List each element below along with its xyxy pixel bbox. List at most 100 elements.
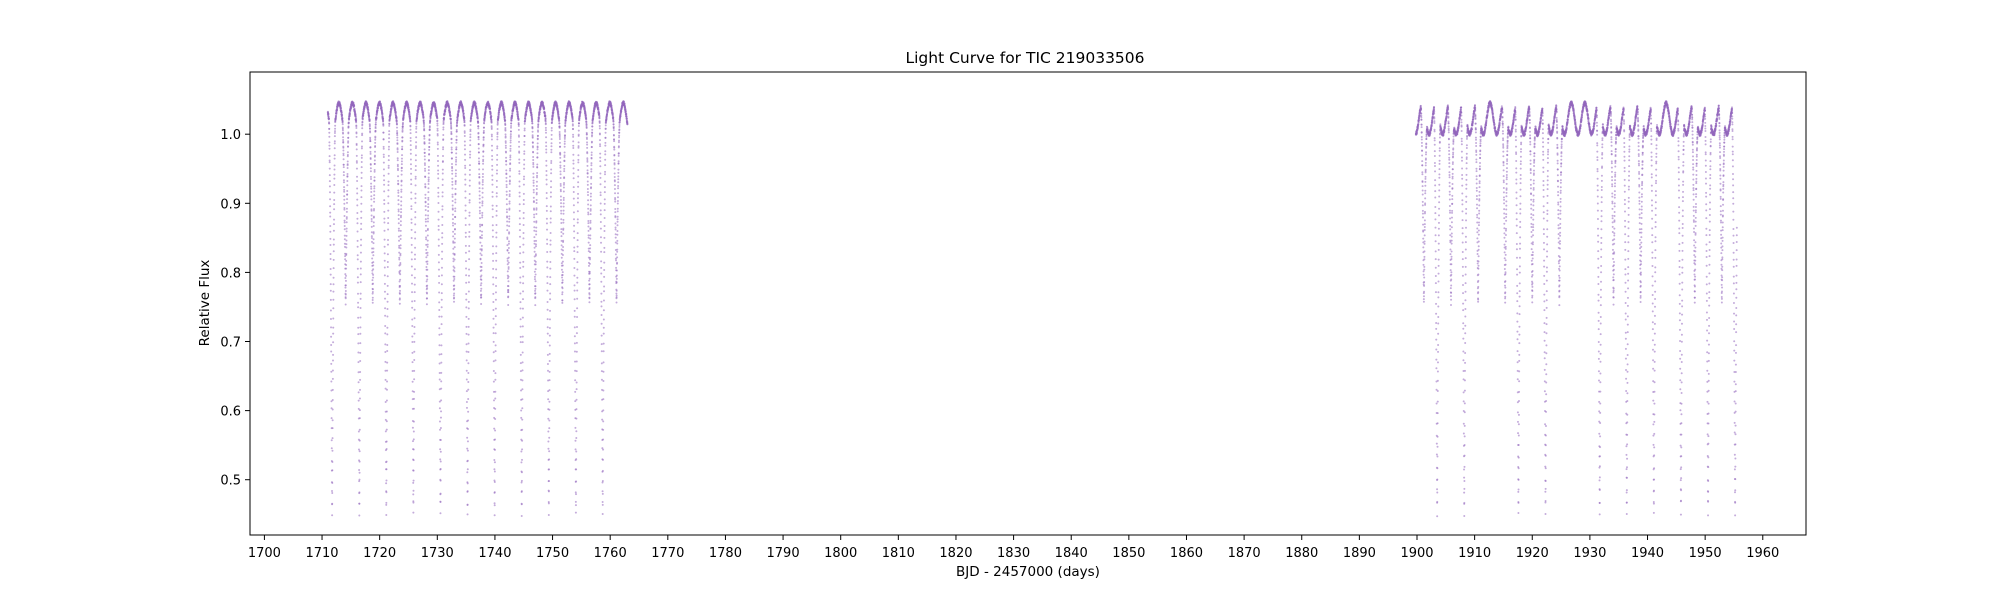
- flux-point: [551, 127, 553, 129]
- flux-point: [590, 183, 592, 185]
- flux-point: [509, 203, 511, 205]
- flux-point: [437, 135, 439, 137]
- flux-point: [479, 207, 481, 209]
- flux-point: [427, 215, 429, 217]
- flux-point: [536, 207, 538, 209]
- flux-point: [437, 144, 439, 146]
- flux-point: [590, 176, 592, 178]
- flux-point: [452, 194, 454, 196]
- flux-point: [457, 114, 459, 116]
- flux-point: [438, 334, 440, 336]
- flux-point: [545, 136, 547, 138]
- flux-point: [329, 244, 331, 246]
- flux-point: [347, 140, 349, 142]
- flux-point: [360, 298, 362, 300]
- flux-point: [548, 514, 550, 516]
- flux-point: [599, 160, 601, 162]
- flux-point: [575, 418, 577, 420]
- flux-point: [602, 459, 604, 461]
- flux-point: [411, 335, 413, 337]
- flux-point: [453, 280, 455, 282]
- flux-point: [545, 160, 547, 162]
- flux-point: [482, 163, 484, 165]
- flux-point: [388, 125, 390, 127]
- flux-point: [425, 205, 427, 207]
- flux-point: [386, 410, 388, 412]
- flux-point: [519, 293, 521, 295]
- flux-point: [532, 156, 534, 158]
- flux-point: [328, 145, 330, 147]
- flux-point: [467, 504, 469, 506]
- flux-point: [605, 128, 607, 130]
- flux-point: [525, 113, 527, 115]
- flux-point: [507, 291, 509, 293]
- flux-point: [536, 185, 538, 187]
- flux-point: [327, 114, 329, 116]
- flux-point: [372, 288, 374, 290]
- flux-point: [374, 159, 376, 161]
- flux-point: [577, 232, 579, 234]
- flux-point: [331, 461, 333, 463]
- flux-point: [566, 111, 568, 113]
- flux-point: [428, 139, 430, 141]
- flux-point: [439, 379, 441, 381]
- flux-point: [465, 204, 467, 206]
- flux-point: [412, 482, 414, 484]
- flux-point: [577, 181, 579, 183]
- flux-point: [329, 198, 331, 200]
- flux-point: [505, 157, 507, 159]
- flux-point: [562, 240, 564, 242]
- flux-point: [575, 468, 577, 470]
- flux-point: [493, 332, 495, 334]
- flux-point: [600, 213, 602, 215]
- flux-point: [567, 108, 569, 110]
- flux-point: [358, 491, 360, 493]
- flux-point: [370, 170, 372, 172]
- flux-point: [546, 174, 548, 176]
- flux-point: [591, 157, 593, 159]
- flux-point: [355, 127, 357, 129]
- flux-point: [578, 145, 580, 147]
- flux-point: [348, 118, 350, 120]
- flux-point: [477, 132, 479, 134]
- flux-point: [465, 210, 467, 212]
- flux-point: [451, 147, 453, 149]
- flux-point: [589, 263, 591, 265]
- flux-point: [426, 303, 428, 305]
- flux-point: [534, 247, 536, 249]
- flux-point: [496, 138, 498, 140]
- flux-point: [360, 244, 362, 246]
- flux-point: [601, 350, 603, 352]
- flux-point: [415, 169, 417, 171]
- flux-point: [495, 236, 497, 238]
- flux-point: [536, 156, 538, 158]
- flux-point: [386, 370, 388, 372]
- flux-point: [415, 178, 417, 180]
- flux-point: [591, 146, 593, 148]
- flux-point: [600, 281, 602, 283]
- flux-point: [424, 164, 426, 166]
- flux-point: [453, 267, 455, 269]
- flux-point: [410, 149, 412, 151]
- flux-point: [482, 168, 484, 170]
- flux-point: [398, 209, 400, 211]
- flux-point: [492, 229, 494, 231]
- flux-point: [343, 171, 345, 173]
- flux-point: [414, 317, 416, 319]
- flux-point: [521, 379, 523, 381]
- flux-point: [372, 254, 374, 256]
- flux-point: [518, 159, 520, 161]
- flux-point: [547, 370, 549, 372]
- flux-point: [613, 149, 615, 151]
- flux-point: [477, 125, 479, 127]
- flux-point: [510, 131, 512, 133]
- flux-point: [397, 157, 399, 159]
- flux-point: [466, 407, 468, 409]
- flux-point: [357, 342, 359, 344]
- flux-point: [536, 202, 538, 204]
- flux-point: [334, 128, 336, 130]
- flux-point: [590, 164, 592, 166]
- flux-point: [372, 291, 374, 293]
- flux-point: [467, 372, 469, 374]
